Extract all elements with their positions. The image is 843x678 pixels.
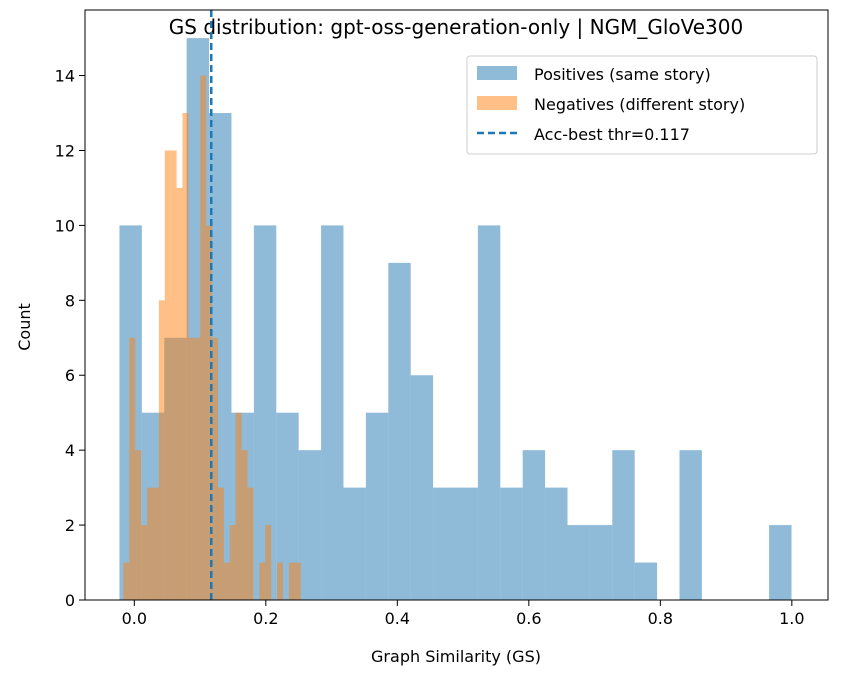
positives-bar bbox=[522, 450, 546, 600]
negatives-bar bbox=[235, 412, 242, 600]
negatives-bar bbox=[164, 150, 171, 601]
negatives-bar bbox=[182, 113, 189, 601]
negatives-bar bbox=[188, 337, 195, 600]
y-tick-label: 12 bbox=[55, 141, 75, 160]
positives-bar bbox=[612, 450, 635, 600]
x-axis-title: Graph Similarity (GS) bbox=[371, 647, 541, 666]
negatives-bar bbox=[147, 487, 153, 600]
positives-bar bbox=[455, 487, 478, 600]
chart-title: GS distribution: gpt-oss-generation-only… bbox=[169, 15, 743, 39]
positives-bar bbox=[545, 487, 568, 600]
plot-area bbox=[119, 10, 792, 601]
legend-swatch-positives bbox=[477, 66, 517, 80]
x-tick-label: 0.8 bbox=[648, 609, 673, 628]
negatives-bar bbox=[141, 525, 148, 600]
y-tick-label: 8 bbox=[65, 291, 75, 310]
negatives-bar bbox=[265, 525, 272, 600]
legend-label-positives: Positives (same story) bbox=[534, 65, 711, 84]
negatives-bar bbox=[194, 337, 201, 600]
positives-bar bbox=[298, 450, 322, 600]
legend: Positives (same story) Negatives (differ… bbox=[466, 55, 818, 155]
positives-bar bbox=[634, 562, 658, 600]
x-tick-label: 0.2 bbox=[253, 609, 278, 628]
positives-bar bbox=[500, 487, 523, 600]
negatives-bar bbox=[152, 487, 159, 600]
negatives-bar bbox=[123, 562, 130, 600]
y-tick-label: 6 bbox=[65, 366, 75, 385]
negatives-bar bbox=[229, 525, 236, 600]
positives-bar bbox=[343, 487, 366, 600]
positives-bar bbox=[433, 487, 456, 600]
x-axis-ticks: 0.0 0.2 0.4 0.6 0.8 1.0 bbox=[122, 600, 805, 628]
x-tick-label: 0.0 bbox=[122, 609, 147, 628]
negatives-bar bbox=[217, 487, 224, 600]
positives-bar bbox=[321, 225, 344, 600]
y-tick-label: 4 bbox=[65, 441, 75, 460]
positives-bar bbox=[276, 412, 299, 600]
negatives-bar bbox=[247, 487, 254, 600]
negatives-bar bbox=[176, 187, 183, 600]
y-tick-label: 2 bbox=[65, 516, 75, 535]
y-tick-label: 0 bbox=[65, 591, 75, 610]
negatives-bar bbox=[212, 337, 218, 600]
negatives-bar bbox=[158, 300, 165, 600]
negatives-bar bbox=[277, 562, 283, 600]
positives-bar bbox=[410, 375, 434, 600]
positives-bar bbox=[253, 225, 277, 600]
negatives-bar bbox=[206, 225, 213, 600]
positives-bar bbox=[567, 525, 590, 600]
x-tick-label: 0.6 bbox=[516, 609, 541, 628]
y-tick-label: 14 bbox=[55, 67, 75, 86]
positives-bar bbox=[679, 450, 702, 600]
negatives-bar bbox=[288, 562, 295, 600]
legend-label-threshold: Acc-best thr=0.117 bbox=[534, 125, 690, 144]
legend-box bbox=[466, 55, 818, 155]
positives-bar bbox=[365, 412, 389, 600]
positives-bar bbox=[388, 262, 411, 600]
negatives-bars bbox=[123, 75, 301, 601]
legend-label-negatives: Negatives (different story) bbox=[534, 95, 745, 114]
y-tick-label: 10 bbox=[55, 216, 75, 235]
legend-swatch-negatives bbox=[477, 96, 517, 110]
negatives-bar bbox=[223, 562, 230, 600]
negatives-bar bbox=[294, 562, 301, 600]
negatives-bar bbox=[170, 150, 177, 601]
negatives-bar bbox=[259, 562, 266, 600]
y-axis-ticks: 0 2 4 6 8 10 12 14 bbox=[55, 67, 85, 610]
positives-bar bbox=[477, 225, 501, 600]
negatives-bar bbox=[129, 337, 136, 600]
axes-frame bbox=[84, 9, 829, 601]
positives-bar bbox=[589, 525, 613, 600]
negatives-bar bbox=[135, 450, 142, 600]
positives-bar bbox=[769, 525, 792, 600]
x-tick-label: 0.4 bbox=[385, 609, 410, 628]
negatives-bar bbox=[241, 450, 248, 600]
y-axis-title: Count bbox=[15, 303, 34, 351]
x-tick-label: 1.0 bbox=[779, 609, 804, 628]
negatives-bar bbox=[200, 75, 207, 600]
